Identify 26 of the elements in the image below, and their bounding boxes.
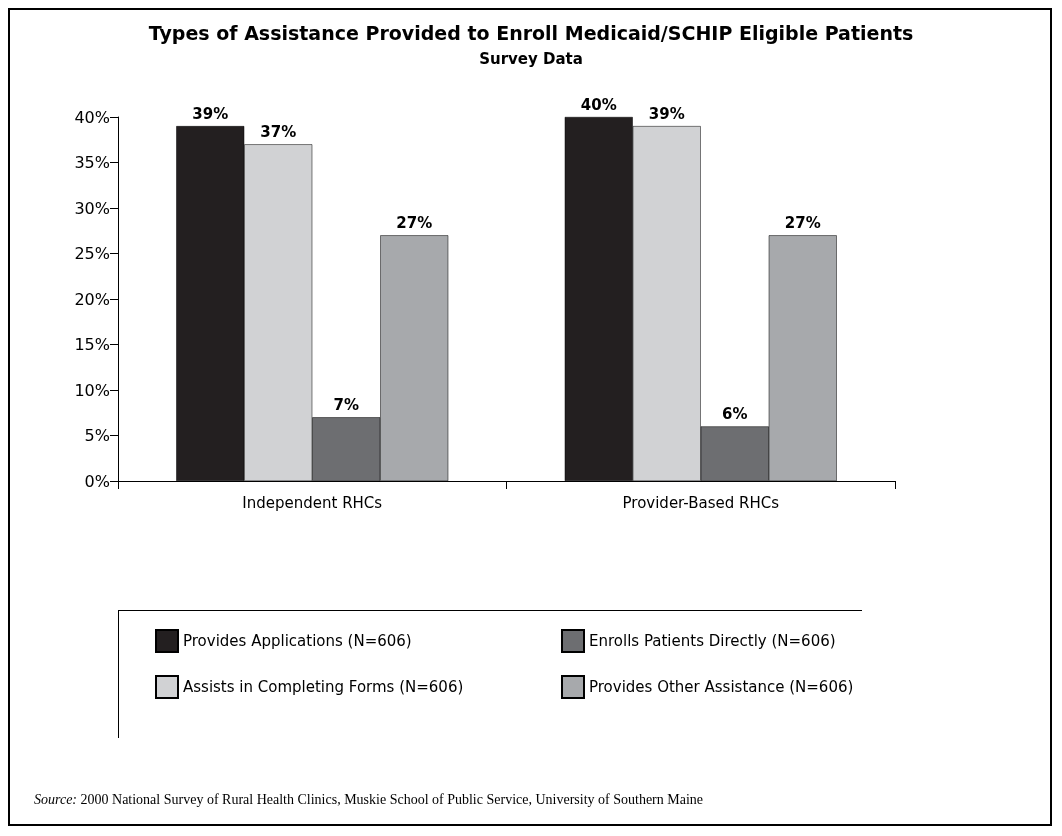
y-tick-label: 35%	[74, 153, 110, 172]
y-tick-label: 10%	[74, 380, 110, 400]
y-tick-label: 15%	[74, 335, 110, 354]
x-tick-label: Independent RHCs	[242, 493, 383, 512]
data-label: 39%	[648, 104, 685, 123]
legend-label: Assists in Completing Forms (N=606)	[183, 678, 464, 696]
data-label: 37%	[260, 122, 297, 141]
legend-label: Provides Other Assistance (N=606)	[589, 678, 854, 696]
y-tick-label: 40%	[74, 107, 110, 127]
data-label: 39%	[192, 104, 229, 123]
y-tick-label: 5%	[84, 426, 110, 445]
y-tick-label: 0%	[84, 471, 110, 491]
source-note: Source: 2000 National Survey of Rural Health Clinics, Muskie School of Public Service, University of Southern Maine	[34, 791, 704, 807]
data-label: 27%	[784, 213, 821, 232]
y-tick-label: 25%	[74, 244, 110, 263]
data-label: 40%	[580, 95, 617, 114]
chart-title: Types of Assistance Provided to Enroll Medicaid/SCHIP Eligible Patients	[148, 21, 914, 44]
y-tick-label: 20%	[74, 289, 110, 309]
y-tick-label: 30%	[74, 198, 110, 218]
legend-label: Enrolls Patients Directly (N=606)	[589, 632, 836, 650]
data-label: 27%	[396, 213, 433, 232]
data-label: 6%	[722, 404, 748, 423]
chart-subtitle: Survey Data	[479, 49, 583, 68]
legend-label: Provides Applications (N=606)	[183, 632, 412, 650]
x-tick-label: Provider-Based RHCs	[622, 493, 780, 512]
data-label: 7%	[333, 395, 359, 414]
